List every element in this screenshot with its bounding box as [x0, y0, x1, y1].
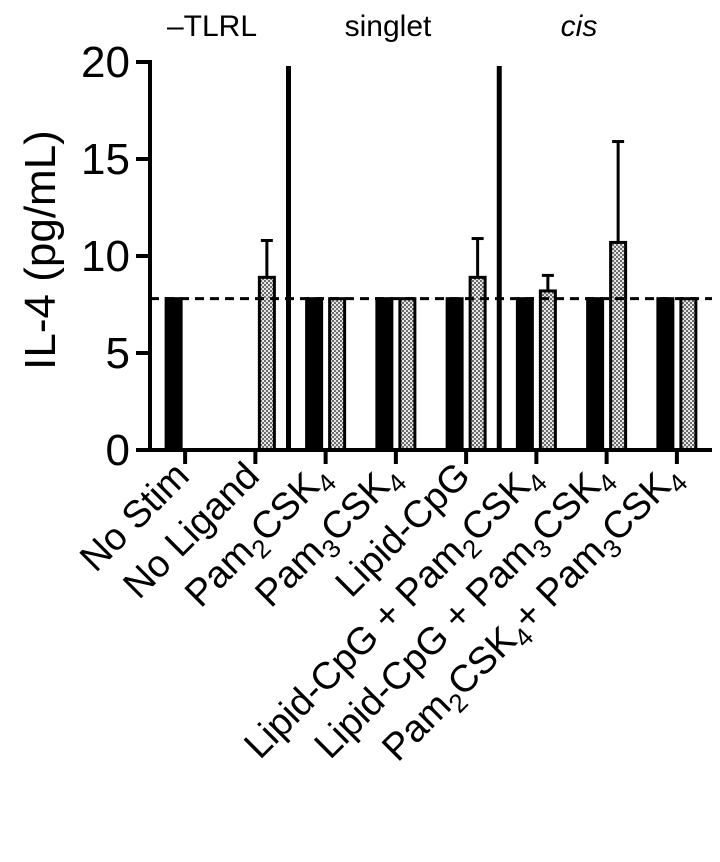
bar-series1-0: [164, 297, 183, 452]
bar-series2-4: [468, 275, 487, 452]
bar-series1-3: [375, 297, 394, 452]
bar-series2-2: [328, 297, 347, 452]
bar-series2-1: [257, 275, 276, 452]
bar-series2-7: [679, 297, 698, 452]
bar-series1-7: [656, 297, 675, 452]
group-header-cis: cis: [561, 10, 598, 43]
bar-series2-5: [538, 289, 557, 452]
y-tick-label-0: 0: [106, 426, 130, 475]
bar-series2-3: [398, 297, 417, 452]
bar-series1-6: [586, 297, 605, 452]
y-tick-label-20: 20: [81, 38, 130, 87]
error-bars-group: [260, 140, 625, 291]
y-tick-label-10: 10: [81, 232, 130, 281]
bars-group: [164, 240, 698, 452]
y-axis-label: IL-4 (pg/mL): [16, 130, 65, 370]
y-tick-label-5: 5: [106, 329, 130, 378]
bar-series1-4: [445, 297, 464, 452]
y-tick-label-15: 15: [81, 135, 130, 184]
bar-series1-5: [515, 297, 534, 452]
group-separators: [286, 66, 502, 450]
bar-series1-2: [305, 297, 324, 452]
bar-series2-6: [609, 240, 628, 452]
axes-group: 0 5 10 15 20: [81, 38, 712, 475]
group-header-neg-tlrl: –TLRL: [167, 10, 257, 43]
group-header-singlet: singlet: [345, 10, 432, 43]
